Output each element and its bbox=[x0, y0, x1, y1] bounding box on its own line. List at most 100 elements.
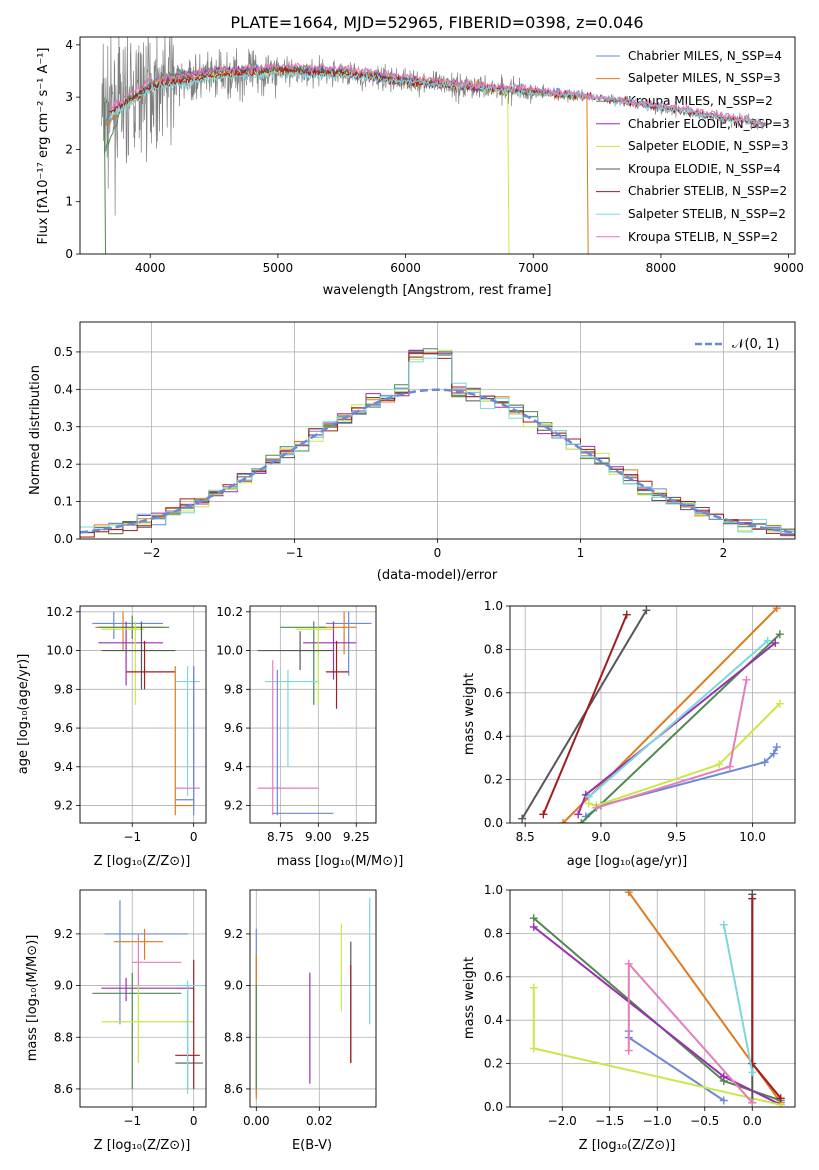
spectrum-legend: Chabrier MILES, N_SSP=4 Salpeter MILES, … bbox=[628, 49, 790, 244]
axes-mass_weight_vs_age: 8.5 9.0 9.5 10.0 0.0 0.2 0.4 0.6 0.8 1.0 bbox=[484, 599, 796, 844]
y-tick-label: 0.0 bbox=[484, 1100, 503, 1114]
y-tick-label: 0.8 bbox=[484, 926, 503, 940]
y-tick-label: 0.4 bbox=[484, 729, 503, 743]
y-tick-label: 10.0 bbox=[46, 644, 73, 658]
x-tick-label: 0.00 bbox=[243, 1114, 270, 1128]
weight-marker bbox=[529, 983, 538, 992]
y-tick-label: 9.6 bbox=[224, 721, 243, 735]
x-tick-label: −1.5 bbox=[595, 1114, 624, 1128]
legend-label: Chabrier MILES, N_SSP=4 bbox=[628, 49, 782, 63]
y-tick-label: 9.2 bbox=[54, 799, 73, 813]
x-tick-label: 0 bbox=[190, 830, 198, 844]
y-axis-label: Flux [fλ10⁻¹⁷ erg cm⁻² s⁻¹ A⁻¹] bbox=[36, 48, 51, 245]
y-tick-label: 9.0 bbox=[54, 979, 73, 993]
legend-label: Salpeter ELODIE, N_SSP=3 bbox=[628, 139, 789, 153]
y-axis-label: age [log₁₀(age/yr)] bbox=[16, 654, 31, 775]
weight-marker bbox=[769, 749, 778, 758]
legend-label: Kroupa ELODIE, N_SSP=4 bbox=[628, 162, 781, 176]
y-tick-label: 0.4 bbox=[484, 1013, 503, 1027]
weight-marker bbox=[518, 814, 527, 823]
weight-marker bbox=[725, 762, 734, 771]
x-tick-label: −1 bbox=[286, 546, 304, 560]
y-tick-label: 8.8 bbox=[224, 1030, 243, 1044]
y-tick-label: 9.4 bbox=[224, 760, 243, 774]
x-axis-label: E(B-V) bbox=[292, 1138, 332, 1153]
y-tick-label: 0.5 bbox=[54, 345, 73, 359]
weight-line bbox=[588, 702, 781, 807]
legend-label: Chabrier STELIB, N_SSP=2 bbox=[628, 184, 787, 198]
axes-mass_weight_vs_Z: −2.0 −1.5 −1.0 −0.5 0.0 0.0 0.2 0.4 0.6 0.8 1.0 bbox=[484, 883, 796, 1128]
weight-marker bbox=[529, 922, 538, 931]
x-axis-label: age [log₁₀(age/yr)] bbox=[567, 854, 688, 869]
y-axis-label: mass weight bbox=[462, 957, 477, 1039]
y-tick-label: 8.6 bbox=[224, 1082, 243, 1096]
x-tick-label: 2 bbox=[720, 546, 728, 560]
normal-curve bbox=[80, 388, 795, 534]
x-axis-label: mass [log₁₀(M/M⊙)] bbox=[277, 854, 404, 869]
x-tick-label: 8.75 bbox=[267, 830, 294, 844]
weight-marker bbox=[775, 699, 784, 708]
y-tick-label: 1.0 bbox=[484, 883, 503, 897]
plot-area bbox=[529, 890, 785, 1107]
legend-label: Salpeter STELIB, N_SSP=2 bbox=[628, 207, 786, 221]
weight-marker bbox=[529, 914, 538, 923]
y-tick-label: 3 bbox=[65, 90, 73, 104]
y-tick-label: 0 bbox=[65, 247, 73, 261]
x-axis-label: Z [log₁₀(Z/Z⊙)] bbox=[579, 1138, 676, 1153]
weight-marker bbox=[748, 1098, 757, 1107]
x-tick-label: 0.0 bbox=[743, 1114, 762, 1128]
weight-marker bbox=[539, 810, 548, 819]
y-tick-label: 0.2 bbox=[484, 1057, 503, 1071]
axes-frame bbox=[79, 321, 796, 540]
x-tick-label: −2 bbox=[143, 546, 161, 560]
y-tick-label: 9.8 bbox=[224, 682, 243, 696]
weight-line bbox=[751, 898, 782, 1099]
x-tick-label: 8000 bbox=[646, 261, 677, 275]
weight-marker bbox=[529, 1044, 538, 1053]
y-tick-label: 9.2 bbox=[224, 927, 243, 941]
x-axis-label: wavelength [Angstrom, rest frame] bbox=[323, 283, 552, 298]
x-tick-label: 10.0 bbox=[739, 830, 766, 844]
x-tick-label: 7000 bbox=[518, 261, 549, 275]
axes-frame bbox=[79, 605, 207, 824]
weight-marker bbox=[624, 890, 633, 897]
x-tick-label: 9000 bbox=[773, 261, 804, 275]
y-tick-label: 0.4 bbox=[54, 382, 73, 396]
x-tick-label: −1.0 bbox=[643, 1114, 672, 1128]
y-tick-label: 9.0 bbox=[224, 979, 243, 993]
axes-frame bbox=[79, 889, 207, 1108]
y-tick-label: 1.0 bbox=[484, 599, 503, 613]
weight-marker bbox=[772, 606, 781, 613]
weight-marker bbox=[748, 1068, 757, 1077]
weight-line bbox=[596, 679, 748, 809]
spectrum-model-drop bbox=[103, 97, 107, 254]
weight-marker bbox=[584, 792, 593, 801]
y-tick-label: 9.2 bbox=[54, 927, 73, 941]
x-tick-label: −1 bbox=[123, 1114, 141, 1128]
y-tick-label: 4 bbox=[65, 38, 73, 52]
spectrum-model-drop bbox=[507, 97, 510, 254]
x-tick-label: −1 bbox=[123, 830, 141, 844]
weight-marker bbox=[624, 959, 633, 968]
residual-legend-label: 𝒩(0, 1) bbox=[732, 337, 779, 352]
spectrum-model-line bbox=[109, 66, 764, 128]
x-tick-label: 0 bbox=[190, 1114, 198, 1128]
weight-marker bbox=[719, 920, 728, 929]
weight-marker bbox=[742, 675, 751, 684]
axes-spectrum: 4000 5000 6000 7000 8000 9000 0 1 2 3 4 bbox=[65, 36, 804, 275]
y-tick-label: 0.0 bbox=[484, 816, 503, 830]
axes-frame bbox=[79, 36, 796, 255]
weight-marker bbox=[748, 894, 757, 903]
weight-marker bbox=[577, 819, 586, 823]
weight-marker bbox=[771, 638, 780, 647]
weight-marker bbox=[776, 1094, 785, 1103]
spectrum-model-drop bbox=[586, 97, 589, 254]
x-tick-label: 1 bbox=[577, 546, 585, 560]
y-tick-label: 0.6 bbox=[484, 686, 503, 700]
weight-marker bbox=[559, 819, 568, 823]
y-tick-label: 0.1 bbox=[54, 495, 73, 509]
weight-marker bbox=[763, 636, 772, 645]
y-tick-label: 8.6 bbox=[54, 1082, 73, 1096]
axes-residuals: −2 −1 0 1 2 0.0 0.1 0.2 0.3 0.4 0.5 bbox=[54, 321, 796, 560]
